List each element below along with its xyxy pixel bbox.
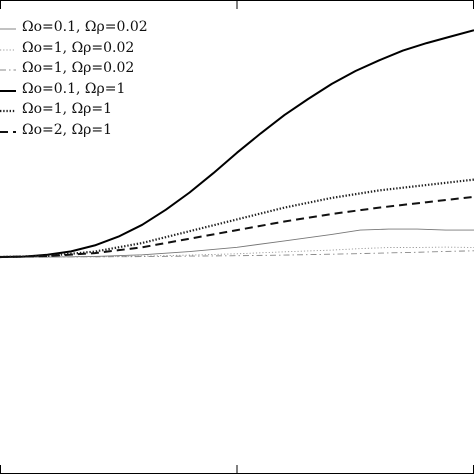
legend-entry: Ωo=1, Ωρ=1	[0, 100, 200, 121]
series-line-5	[0, 178, 474, 259]
legend-label: Ωo=0.1, Ωρ=0.02	[22, 19, 148, 35]
legend-label: Ωo=1, Ωρ=0.02	[22, 39, 135, 56]
series-line-6	[0, 195, 474, 258]
legend-entry: Ωo=1, Ωρ=0.02	[0, 39, 200, 60]
legend-swatch	[0, 28, 16, 30]
plot-area	[0, 29, 474, 259]
legend-entry: Ωo=0.1, Ωρ=0.02	[0, 18, 200, 39]
legend-swatch	[0, 130, 16, 133]
legend-entry: Ωo=1, Ωρ=0.02	[0, 59, 200, 80]
legend-entry: Ωo=2, Ωρ=1	[0, 121, 200, 142]
legend-label: Ωo=0.1, Ωρ=1	[22, 80, 126, 97]
legend-swatch	[0, 89, 16, 92]
legend-label: Ωo=1, Ωρ=0.02	[22, 60, 135, 77]
legend-swatch	[0, 49, 16, 51]
series-line-4	[0, 29, 474, 258]
legend-label: Ωo=2, Ωρ=1	[22, 121, 113, 138]
legend-swatch	[0, 110, 16, 113]
legend-label: Ωo=1, Ωρ=1	[22, 101, 113, 118]
legend: Ωo=0.1, Ωρ=0.02 Ωo=1, Ωρ=0.02 Ωo=1, Ωρ=0.0…	[0, 18, 200, 142]
legend-swatch	[0, 69, 16, 71]
legend-entry: Ωo=0.1, Ωρ=1	[0, 80, 200, 101]
series-line-3	[0, 250, 474, 258]
